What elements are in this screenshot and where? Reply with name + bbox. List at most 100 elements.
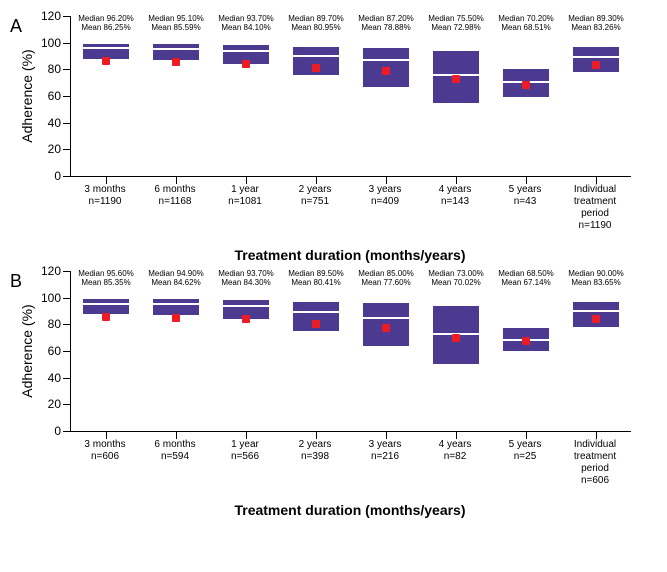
stat-label: Median 90.00%Mean 83.65% <box>568 269 624 287</box>
y-tick <box>63 16 71 17</box>
stat-label: Median 87.20%Mean 78.88% <box>358 14 414 32</box>
box <box>83 299 129 314</box>
y-tick-label: 60 <box>33 89 61 103</box>
mean-marker <box>592 61 600 69</box>
y-tick <box>63 271 71 272</box>
x-tick-label: 3 yearsn=216 <box>369 439 402 463</box>
mean-marker <box>102 313 110 321</box>
x-tick-label: 5 yearsn=43 <box>509 184 542 208</box>
x-axis-label: Treatment duration (months/years) <box>70 502 630 518</box>
stat-label: Median 85.00%Mean 77.60% <box>358 269 414 287</box>
x-tick <box>596 431 597 439</box>
median-line <box>363 317 409 319</box>
y-tick <box>63 123 71 124</box>
median-line <box>153 48 199 50</box>
y-tick <box>63 149 71 150</box>
mean-marker <box>522 81 530 89</box>
stat-label: Median 93.70%Mean 84.10% <box>218 14 274 32</box>
stat-label: Median 68.50%Mean 67.14% <box>498 269 554 287</box>
stat-label: Median 73.00%Mean 70.02% <box>428 269 484 287</box>
x-tick <box>316 431 317 439</box>
x-tick-label: 6 monthsn=594 <box>154 439 195 463</box>
y-tick-label: 40 <box>33 116 61 130</box>
plot-region: 020406080100120Adherence (%)Median 95.60… <box>70 271 631 432</box>
stat-label: Median 93.70%Mean 84.30% <box>218 269 274 287</box>
panel-b: B 3 monthsn=606 6 monthsn=594 1 yearn=566 2 … <box>10 271 657 518</box>
mean-marker <box>452 334 460 342</box>
median-line <box>573 56 619 58</box>
mean-marker <box>312 320 320 328</box>
median-line <box>293 55 339 57</box>
median-line <box>223 50 269 52</box>
y-tick <box>63 431 71 432</box>
median-line <box>83 47 129 49</box>
stat-label: Median 89.70%Mean 80.95% <box>288 14 344 32</box>
stat-label: Median 94.90%Mean 84.62% <box>148 269 204 287</box>
panel-a: A3 monthsn=11906 monthsn=11681 yearn=108… <box>10 16 657 263</box>
mean-marker <box>172 58 180 66</box>
stat-label: Median 75.50%Mean 72.98% <box>428 14 484 32</box>
x-tick-label: 3 monthsn=606 <box>84 439 125 463</box>
mean-marker <box>592 315 600 323</box>
x-tick-label: 5 yearsn=25 <box>509 439 542 463</box>
box <box>153 299 199 315</box>
mean-marker <box>382 67 390 75</box>
x-tick <box>386 176 387 184</box>
x-tick-label: 2 yearsn=398 <box>299 439 332 463</box>
x-tick-label: 1 yearn=566 <box>231 439 259 463</box>
median-line <box>363 59 409 61</box>
median-line <box>223 305 269 307</box>
stat-label: Median 89.30%Mean 83.26% <box>568 14 624 32</box>
chart-area: 3 monthsn=606 6 monthsn=594 1 yearn=566 2 y… <box>70 271 650 466</box>
x-tick <box>176 431 177 439</box>
y-tick <box>63 69 71 70</box>
y-tick-label: 100 <box>33 291 61 305</box>
x-tick-label: 3 yearsn=409 <box>369 184 402 208</box>
median-line <box>293 311 339 313</box>
mean-marker <box>382 324 390 332</box>
y-tick-label: 80 <box>33 62 61 76</box>
x-tick-label: 1 yearn=1081 <box>228 184 262 208</box>
y-tick <box>63 43 71 44</box>
y-tick-label: 120 <box>33 9 61 23</box>
x-tick <box>386 431 387 439</box>
x-tick <box>246 176 247 184</box>
y-tick <box>63 378 71 379</box>
chart-area: 3 monthsn=11906 monthsn=11681 yearn=1081… <box>70 16 650 211</box>
mean-marker <box>102 57 110 65</box>
mean-marker <box>242 60 250 68</box>
y-tick-label: 60 <box>33 344 61 358</box>
median-line <box>153 303 199 305</box>
x-tick-label: 4 yearsn=143 <box>439 184 472 208</box>
y-tick-label: 120 <box>33 264 61 278</box>
plot-region: 020406080100120Adherence (%)Median 96.20… <box>70 16 631 177</box>
x-tick <box>526 431 527 439</box>
y-tick-label: 20 <box>33 397 61 411</box>
y-tick <box>63 404 71 405</box>
y-tick-label: 0 <box>33 169 61 183</box>
mean-marker <box>312 64 320 72</box>
x-tick <box>106 431 107 439</box>
mean-marker <box>522 337 530 345</box>
mean-marker <box>172 314 180 322</box>
y-tick-label: 0 <box>33 424 61 438</box>
x-tick-label: 4 yearsn=82 <box>439 439 472 463</box>
stat-label: Median 96.20%Mean 86.25% <box>78 14 134 32</box>
stat-label: Median 95.10%Mean 85.59% <box>148 14 204 32</box>
x-tick <box>316 176 317 184</box>
x-tick <box>106 176 107 184</box>
stat-label: Median 95.60%Mean 85.35% <box>78 269 134 287</box>
x-tick <box>176 176 177 184</box>
x-tick <box>456 176 457 184</box>
y-tick <box>63 298 71 299</box>
x-axis-label: Treatment duration (months/years) <box>70 247 630 263</box>
y-tick <box>63 351 71 352</box>
y-tick-label: 40 <box>33 371 61 385</box>
median-line <box>83 303 129 305</box>
x-tick-label: 3 monthsn=1190 <box>84 184 125 208</box>
x-tick-label: Individualtreatmentperiodn=1190 <box>574 184 616 232</box>
y-tick <box>63 176 71 177</box>
y-tick <box>63 96 71 97</box>
panel-label: B <box>10 271 22 292</box>
y-tick-label: 100 <box>33 36 61 50</box>
